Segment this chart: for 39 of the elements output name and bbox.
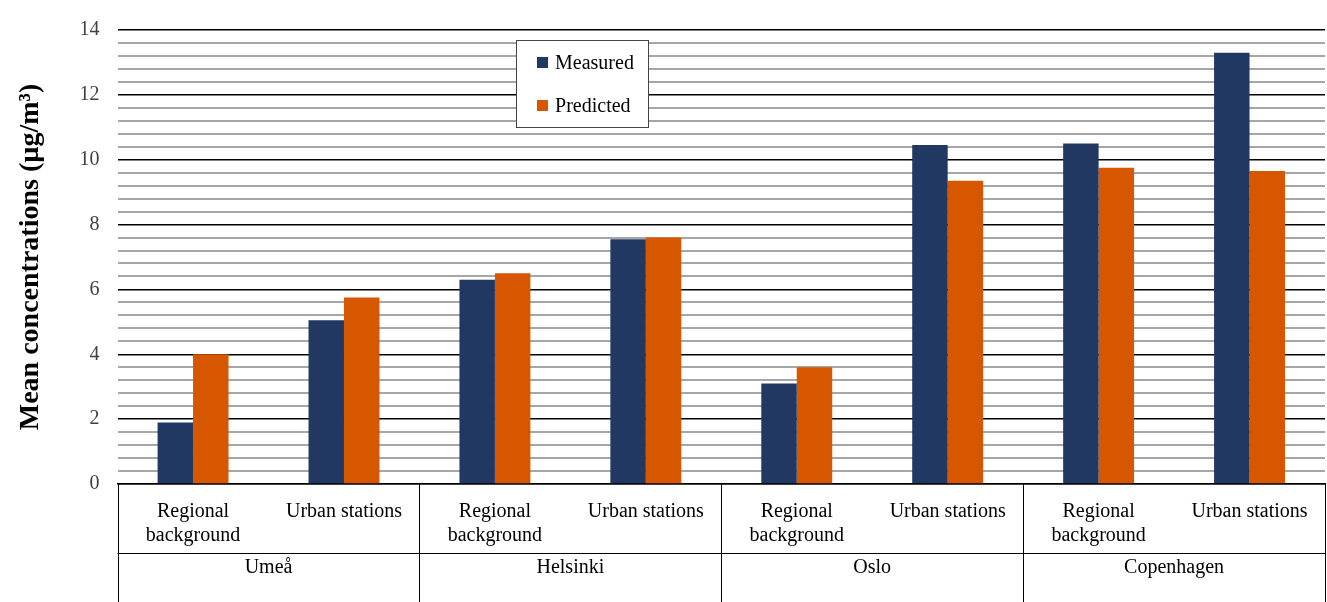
bar bbox=[1063, 143, 1099, 484]
bar bbox=[610, 239, 646, 484]
y-axis-title: Mean concentrations (µg/m³) bbox=[13, 83, 45, 431]
x-tick-label: Regional background bbox=[447, 499, 543, 547]
legend-label: Measured bbox=[555, 51, 634, 74]
bar bbox=[343, 297, 380, 484]
x-tick-label: Regional background bbox=[749, 499, 844, 547]
y-tick-label: 6 bbox=[89, 276, 100, 299]
bar bbox=[1214, 52, 1250, 484]
x-tick-label: Regional background bbox=[1051, 499, 1146, 547]
legend-label: Predicted bbox=[555, 94, 631, 117]
text: Copenhagen bbox=[1124, 555, 1225, 579]
bar bbox=[1098, 167, 1135, 484]
bar bbox=[912, 145, 948, 484]
y-tick-label: 10 bbox=[79, 146, 100, 169]
text: Helsinki bbox=[536, 555, 605, 578]
bar bbox=[308, 320, 344, 484]
y-tick-label: 0 bbox=[89, 471, 100, 494]
bar bbox=[459, 279, 495, 484]
y-tick-label: 8 bbox=[89, 211, 100, 234]
x-tick-label: Urban stations bbox=[1191, 499, 1308, 522]
y-tick-label: 4 bbox=[89, 341, 100, 364]
bar bbox=[761, 383, 797, 484]
bar bbox=[193, 354, 229, 484]
y-tick-label: 12 bbox=[79, 82, 100, 105]
x-tick-label: Urban stations bbox=[889, 499, 1006, 522]
bar bbox=[645, 237, 682, 484]
bar bbox=[1249, 171, 1286, 484]
y-tick-label: 2 bbox=[89, 406, 100, 429]
text: Oslo bbox=[853, 555, 892, 578]
bar bbox=[157, 422, 194, 484]
bar bbox=[796, 367, 833, 484]
bar bbox=[947, 180, 984, 484]
bar bbox=[494, 273, 531, 484]
x-tick-label: Urban stations bbox=[587, 499, 705, 522]
text: Umeå bbox=[244, 555, 293, 578]
x-tick-label: Urban stations bbox=[285, 499, 403, 522]
y-tick-label: 14 bbox=[79, 17, 100, 40]
x-tick-label: Regional background bbox=[145, 499, 241, 547]
